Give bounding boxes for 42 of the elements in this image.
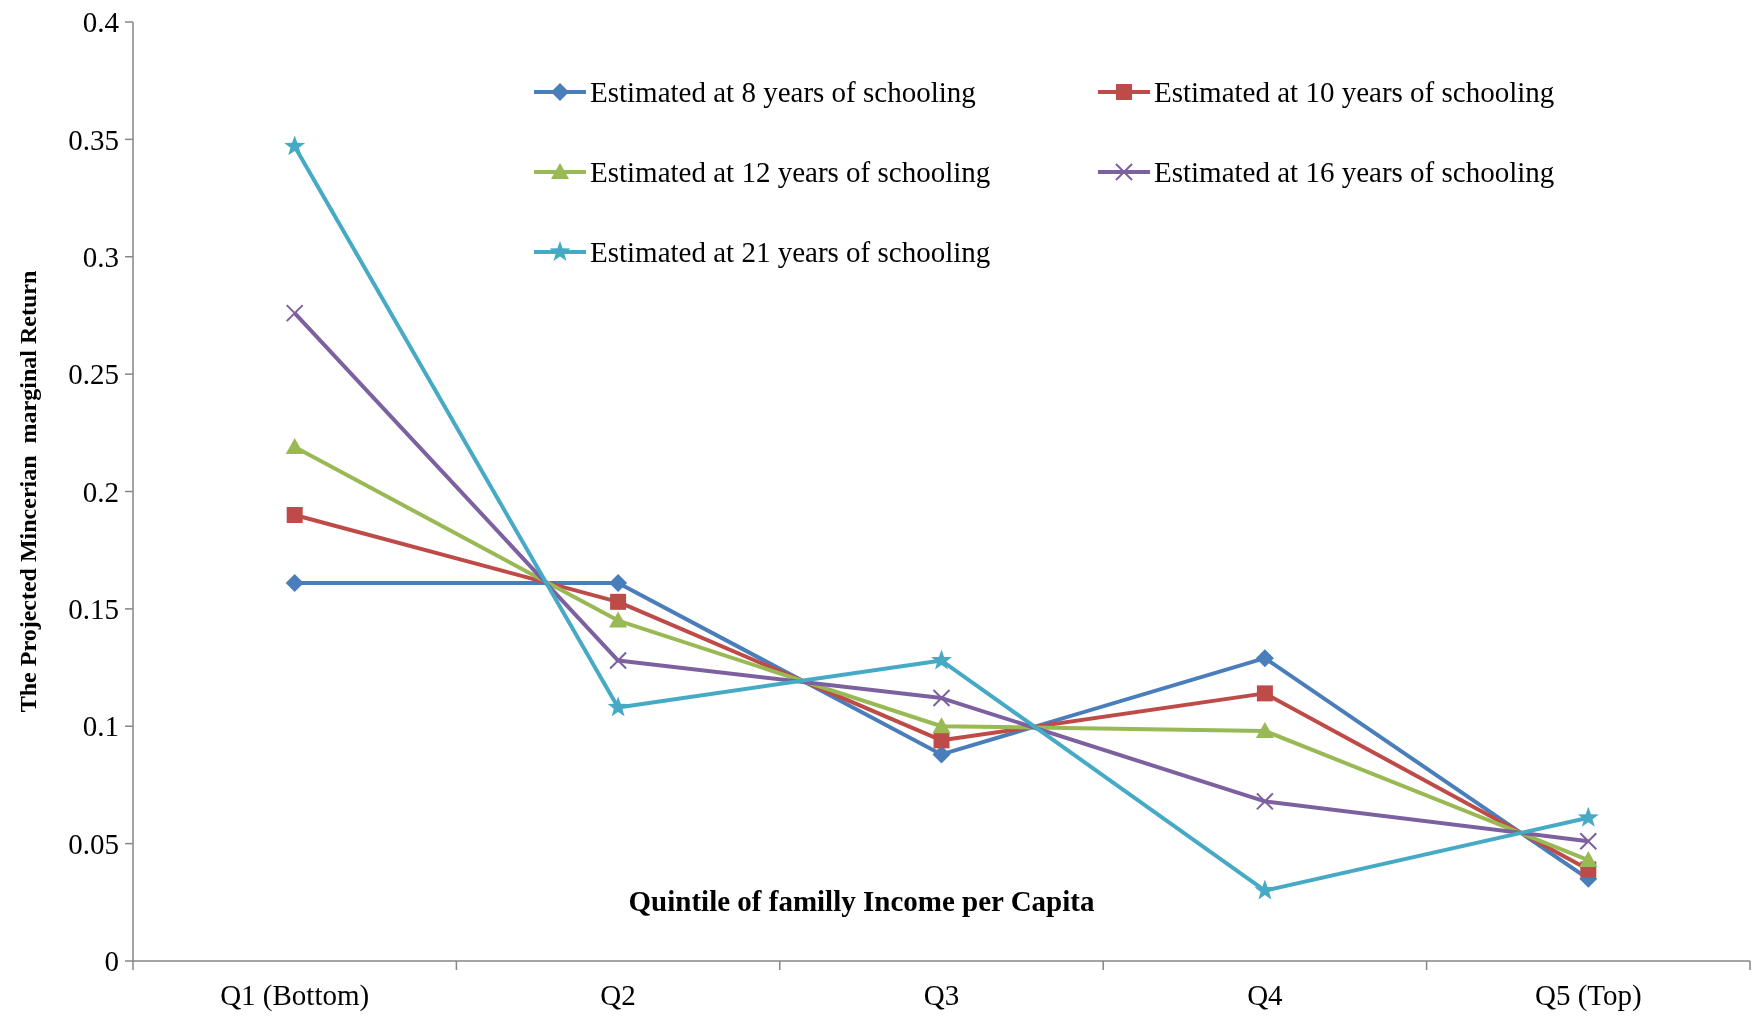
point bbox=[1255, 721, 1274, 738]
y-tick-label: 0.05 bbox=[68, 827, 119, 860]
y-tick-label: 0.1 bbox=[82, 710, 119, 743]
point bbox=[1255, 649, 1274, 668]
point bbox=[284, 135, 306, 156]
y-tick-label: 0.3 bbox=[82, 240, 119, 273]
legend-label: Estimated at 10 years of schooling bbox=[1154, 76, 1555, 109]
y-tick-label: 0.35 bbox=[68, 123, 119, 156]
point bbox=[609, 651, 628, 670]
y-tick-label: 0.25 bbox=[68, 358, 119, 391]
x-tick-label: Q3 bbox=[923, 979, 960, 1011]
y-tick-label: 0 bbox=[104, 945, 119, 978]
point bbox=[1579, 832, 1598, 851]
legend-label: Estimated at 16 years of schooling bbox=[1154, 156, 1555, 189]
point bbox=[285, 304, 304, 323]
point bbox=[931, 649, 952, 670]
point bbox=[1579, 851, 1598, 868]
point bbox=[933, 732, 950, 749]
x-tick-label: Q1 (Bottom) bbox=[220, 979, 370, 1012]
y-tick-label: 0.4 bbox=[82, 6, 120, 39]
point bbox=[609, 611, 628, 628]
point bbox=[285, 437, 304, 454]
x-tick-label: Q4 bbox=[1247, 979, 1284, 1011]
x-axis-title: Quintile of familly Income per Capita bbox=[628, 884, 1095, 917]
y-tick-label: 0.2 bbox=[82, 475, 119, 508]
point bbox=[607, 696, 629, 717]
point bbox=[610, 593, 627, 610]
point bbox=[932, 717, 951, 734]
legend-label: Estimated at 12 years of schooling bbox=[590, 156, 991, 189]
point bbox=[1577, 806, 1599, 827]
legend-label: Estimated at 21 years of schooling bbox=[590, 236, 991, 269]
point bbox=[609, 574, 628, 593]
point bbox=[285, 574, 304, 593]
point bbox=[286, 506, 303, 523]
y-tick-label: 0.15 bbox=[68, 593, 119, 626]
point bbox=[1255, 792, 1274, 811]
point bbox=[932, 689, 951, 708]
legend-label: Estimated at 8 years of schooling bbox=[590, 76, 976, 109]
point bbox=[1256, 685, 1273, 702]
x-tick-label: Q2 bbox=[600, 979, 636, 1011]
y-axis-title: The Projected Mincerian marginal Return bbox=[15, 270, 41, 713]
x-tick-label: Q5 (Top) bbox=[1534, 979, 1642, 1012]
